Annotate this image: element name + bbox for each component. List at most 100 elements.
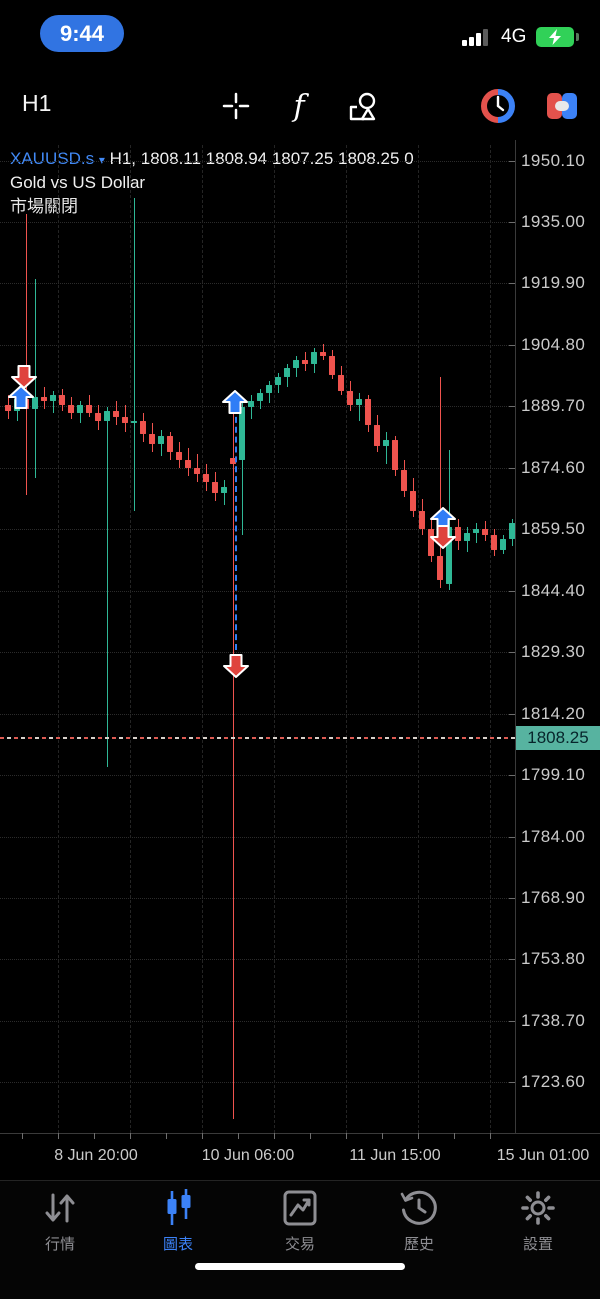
candle-body <box>113 411 119 418</box>
candle-body <box>374 425 380 446</box>
candle-body <box>104 411 110 422</box>
clock-text: 9:44 <box>59 20 105 46</box>
price-axis-label: 1844.40 <box>521 580 586 600</box>
trade-arrow-up <box>8 384 34 409</box>
candle-body <box>320 352 326 357</box>
candle-body <box>509 523 515 540</box>
price-axis-label: 1904.80 <box>521 334 586 354</box>
tab-trade[interactable]: 交易 <box>250 1189 350 1254</box>
candle-wick <box>52 390 54 414</box>
time-axis-label: 10 Jun 06:00 <box>201 1147 295 1164</box>
candle-body <box>122 417 128 424</box>
candle-body <box>5 405 11 412</box>
candle-body <box>473 529 479 534</box>
time-tick <box>22 1133 23 1139</box>
candle-wick <box>358 392 360 422</box>
tab-charts[interactable]: 圖表 <box>128 1189 228 1254</box>
price-axis-label: 1829.30 <box>521 642 586 662</box>
price-tick <box>509 1082 515 1084</box>
trade-arrow-down <box>223 653 249 678</box>
candle-body <box>365 399 371 426</box>
symbol-header-row[interactable]: XAUUSD.s ▾ H1, 1808.11 1808.94 1807.25 1… <box>10 147 414 172</box>
time-tick <box>130 1133 131 1139</box>
broker-logo-icon[interactable] <box>544 88 580 124</box>
price-tick <box>509 344 515 346</box>
candle-body <box>284 368 290 377</box>
current-price-line <box>0 736 515 739</box>
quotes-arrows-icon <box>45 1193 75 1223</box>
tab-history[interactable]: 歷史 <box>369 1189 469 1254</box>
timeframe-button[interactable]: H1 <box>22 90 52 116</box>
symbol-dropdown-caret: ▾ <box>98 153 105 167</box>
indicators-function-icon[interactable]: f <box>293 88 305 124</box>
candle-body <box>329 356 335 375</box>
price-gridline <box>0 775 515 777</box>
candle-body <box>419 510 425 530</box>
time-gridline <box>346 145 347 1133</box>
time-axis-label: 11 Jun 15:00 <box>349 1147 441 1164</box>
tab-quotes[interactable]: 行情 <box>10 1189 110 1254</box>
price-gridline <box>0 1020 515 1022</box>
price-axis-border <box>515 140 516 1133</box>
price-tick <box>509 652 515 654</box>
candle-body <box>86 405 92 414</box>
battery-charging-icon <box>536 27 574 47</box>
candle-body <box>167 435 173 452</box>
price-axis-label: 1950.10 <box>521 150 586 170</box>
candle-wick <box>133 197 135 511</box>
price-gridline <box>0 590 515 592</box>
time-axis-label: 8 Jun 20:00 <box>54 1147 138 1164</box>
price-gridline <box>0 221 515 223</box>
tab-label: 設置 <box>522 1236 553 1253</box>
price-axis-label: 1768.90 <box>521 887 586 907</box>
sessions-clock-icon[interactable] <box>480 88 516 124</box>
price-gridline <box>0 344 515 346</box>
time-tick <box>274 1133 275 1139</box>
candle-wick <box>223 480 225 505</box>
tab-label: 行情 <box>44 1236 75 1253</box>
settings-gear-icon <box>521 1191 555 1225</box>
price-tick <box>509 775 515 777</box>
home-indicator[interactable] <box>195 1263 405 1270</box>
candle-body <box>203 474 209 483</box>
price-tick <box>509 283 515 285</box>
price-gridline <box>0 959 515 961</box>
candle-body <box>500 539 506 550</box>
price-gridline <box>0 836 515 838</box>
signal-strength-icon <box>462 29 490 46</box>
candle-body <box>59 394 65 406</box>
candle-body <box>68 405 74 414</box>
candle-body <box>131 421 137 424</box>
time-gridline <box>274 145 275 1133</box>
battery-nub <box>576 33 579 41</box>
chart-surface[interactable] <box>0 140 515 1133</box>
candle-body <box>410 490 416 511</box>
objects-icon[interactable] <box>344 88 380 124</box>
time-gridline <box>58 145 59 1133</box>
tab-settings[interactable]: 設置 <box>488 1189 588 1254</box>
candle-wick <box>196 453 198 483</box>
crosshair-icon[interactable] <box>218 88 254 124</box>
market-status-label: 市場關閉 <box>10 197 78 216</box>
candle-body <box>347 390 353 406</box>
candle-body <box>221 486 227 493</box>
candle-body <box>230 458 236 465</box>
candle-body <box>401 470 407 491</box>
status-time-pill[interactable]: 9:44 <box>40 15 124 52</box>
candle-body <box>302 360 308 365</box>
candle-wick <box>241 401 243 536</box>
candle-body <box>50 394 56 402</box>
price-gridline <box>0 467 515 469</box>
candle-body <box>293 360 299 369</box>
candle-body <box>158 435 164 444</box>
current-price-tag: 1808.25 <box>516 725 600 750</box>
symbol-name[interactable]: XAUUSD.s <box>10 149 95 168</box>
price-axis-label: 1753.80 <box>521 949 586 969</box>
candle-body <box>491 535 497 550</box>
time-axis-border <box>0 1133 600 1134</box>
price-axis-label: 1859.50 <box>521 519 586 539</box>
price-axis-label: 1874.60 <box>521 457 586 477</box>
time-gridline <box>418 145 419 1133</box>
price-axis-label: 1799.10 <box>521 765 586 785</box>
